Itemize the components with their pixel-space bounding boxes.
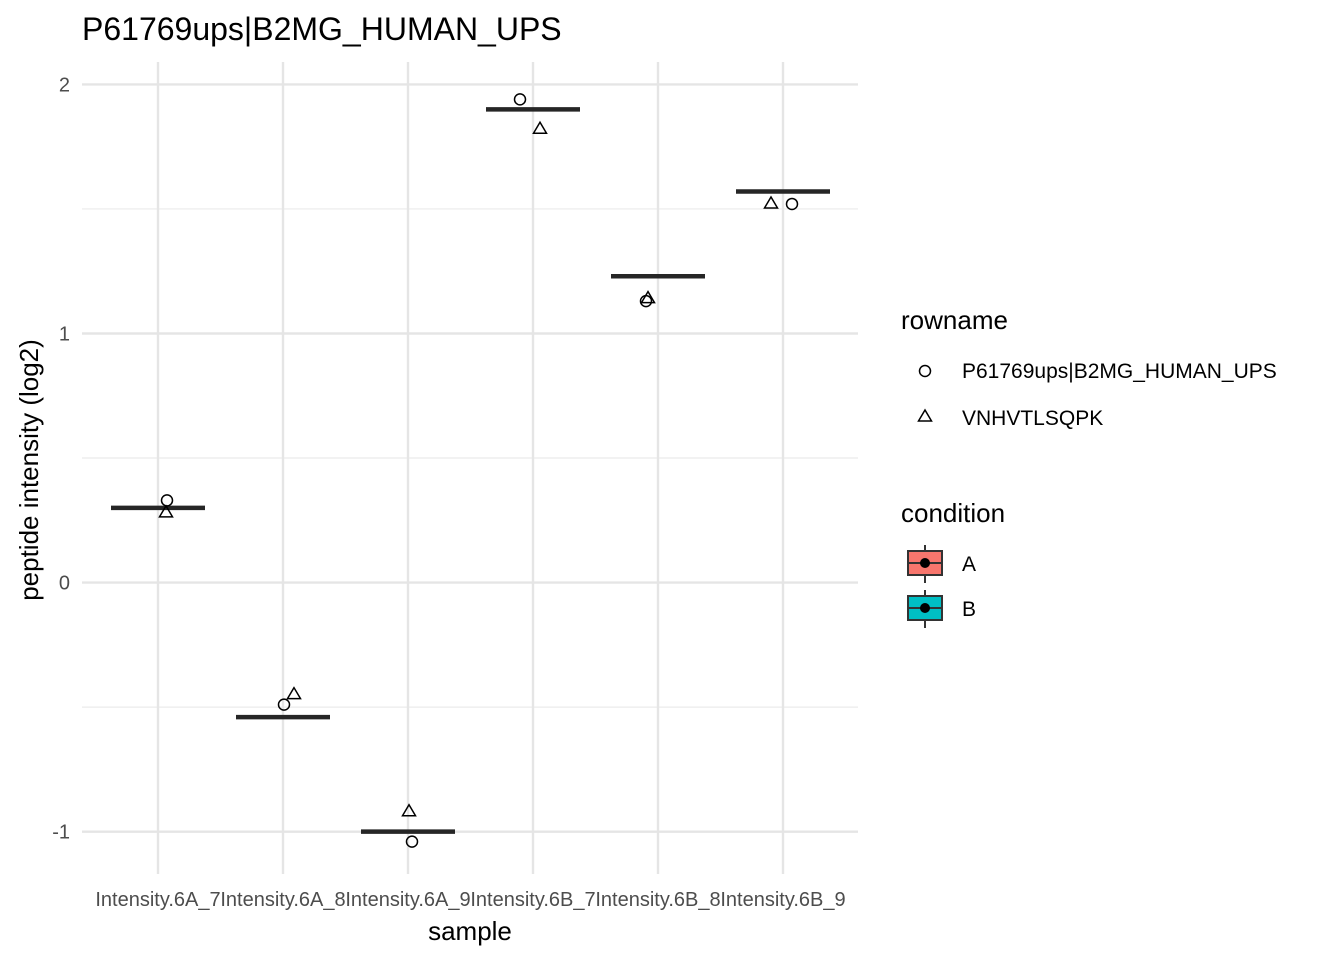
legend-condition-item: B (907, 590, 976, 628)
x-tick-label: Intensity.6A_7 (95, 889, 220, 911)
data-point-triangle (763, 195, 779, 209)
data-point-circle (513, 93, 527, 106)
x-tick-label: Intensity.6B_8 (595, 889, 720, 911)
data-point-circle (785, 197, 799, 211)
grid-major-lines (82, 62, 858, 874)
legend-circle-icon (918, 364, 932, 378)
legend-rowname-item: VNHVTLSQPK (917, 407, 1103, 430)
data-point-triangle (286, 686, 302, 700)
legend-condition-item: A (907, 545, 976, 583)
data-points (158, 93, 799, 848)
legend-rowname-item: P61769ups|B2MG_HUMAN_UPS (918, 360, 1277, 383)
data-point-triangle (158, 504, 174, 518)
legend-triangle-icon (917, 408, 933, 422)
x-tick-label: Intensity.6A_9 (345, 889, 470, 911)
legend-rowname-title: rowname (901, 305, 1008, 335)
legend-condition-label: A (962, 553, 976, 576)
y-axis-label: peptide intensity (log2) (14, 339, 44, 601)
data-point-circle (277, 698, 291, 711)
y-tick-label: 1 (59, 323, 70, 345)
y-tick-label: 2 (59, 74, 70, 96)
data-point-triangle (401, 803, 417, 817)
legend-rowname-label: P61769ups|B2MG_HUMAN_UPS (962, 360, 1277, 383)
legend-rowname: rowname P61769ups|B2MG_HUMAN_UPS VNHVTLS… (901, 305, 1277, 430)
legend-condition-title: condition (901, 498, 1005, 528)
legend-condition: condition A B (901, 498, 1005, 628)
y-tick-label: 0 (59, 573, 70, 595)
x-tick-label: Intensity.6A_8 (220, 889, 345, 911)
data-point-triangle (640, 290, 656, 304)
median-bars (111, 107, 830, 834)
legend-condition-label: B (962, 598, 976, 621)
y-axis-ticks: -1 0 1 2 (52, 74, 70, 843)
chart-title: P61769ups|B2MG_HUMAN_UPS (82, 11, 562, 47)
legend-rowname-label: VNHVTLSQPK (962, 407, 1103, 430)
x-tick-label: Intensity.6B_7 (470, 889, 595, 911)
grid-minor-lines (82, 208, 858, 708)
x-axis-label: sample (428, 916, 512, 946)
x-tick-label: Intensity.6B_9 (720, 889, 845, 911)
data-point-circle (405, 835, 419, 848)
data-point-triangle (532, 120, 548, 135)
x-axis-ticks: Intensity.6A_7 Intensity.6A_8 Intensity.6A… (95, 889, 845, 911)
legend-dot-icon (920, 603, 930, 613)
y-tick-label: -1 (52, 822, 70, 844)
legend-dot-icon (920, 558, 930, 568)
data-point-circle (160, 494, 174, 507)
